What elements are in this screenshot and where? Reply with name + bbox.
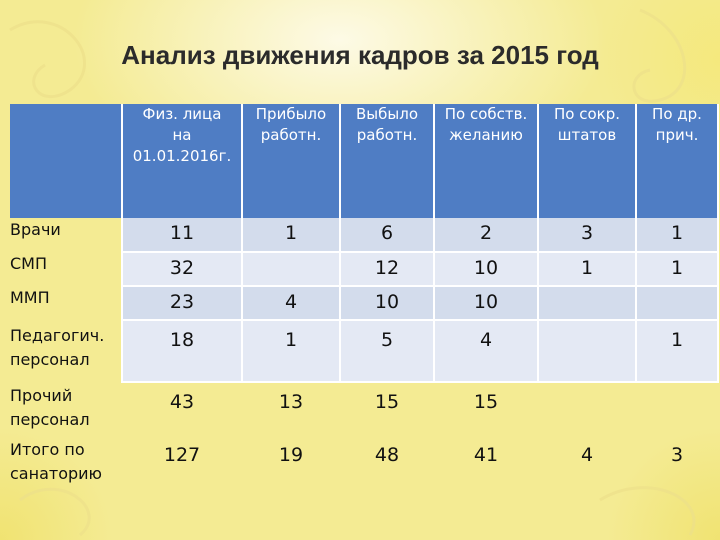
header-line: Физ. лица <box>142 105 222 123</box>
row-label-line: Педагогич. <box>10 326 105 345</box>
table-cell: 10 <box>433 252 539 287</box>
row-label-line: персонал <box>10 410 90 429</box>
table-row: Итого по санаторию 127 19 48 41 4 3 <box>10 438 718 496</box>
header-left: Выбыло работн. <box>339 104 435 218</box>
header-corner-cell <box>10 104 123 218</box>
table-cell: 2 <box>433 218 539 253</box>
table-cell: 127 <box>163 444 201 466</box>
table-cell: 1 <box>635 252 719 287</box>
table-cell: 3 <box>537 218 637 253</box>
header-line: По сокр. <box>554 105 620 123</box>
header-line: По собств. <box>444 105 528 123</box>
table-cell <box>537 320 637 383</box>
header-line: на <box>172 126 192 144</box>
header-line: 01.01.2016г. <box>132 147 232 165</box>
table-cell: 10 <box>433 286 539 321</box>
table-row: СМП 32 12 10 1 1 <box>10 252 719 287</box>
table-cell: 5 <box>339 320 435 383</box>
table-row: ММП 23 4 10 10 <box>10 286 719 321</box>
header-line: работн. <box>356 126 418 144</box>
table-cell: 1 <box>635 218 719 253</box>
table-cell: 19 <box>278 444 304 466</box>
row-label-line: санаторию <box>10 464 102 483</box>
row-label-line: Итого по <box>10 440 85 459</box>
header-line: Выбыло <box>356 105 418 123</box>
table-cell: 6 <box>339 218 435 253</box>
table-cell <box>538 382 636 438</box>
table-cell <box>635 286 719 321</box>
table-cell: 1 <box>241 218 341 253</box>
table-cell: 10 <box>339 286 435 321</box>
header-arrived: Прибыло работн. <box>241 104 341 218</box>
header-line: Прибыло <box>255 105 327 123</box>
table-cell: 15 <box>374 391 400 413</box>
header-line: желанию <box>449 126 523 144</box>
table-cell <box>636 382 718 438</box>
page-title: Анализ движения кадров за 2015 год <box>121 40 599 70</box>
row-label: ММП <box>10 286 122 320</box>
table-cell: 15 <box>473 391 499 413</box>
table-cell: 4 <box>433 320 539 383</box>
table-row: Прочий персонал 43 13 15 15 <box>10 382 718 438</box>
row-label-line: СМП <box>10 254 48 273</box>
staff-movement-table: Физ. лица на 01.01.2016г. Прибыло работн… <box>10 104 719 496</box>
table-cell: 1 <box>241 320 341 383</box>
header-line: прич. <box>655 126 699 144</box>
table-cell: 12 <box>339 252 435 287</box>
header-individuals: Физ. лица на 01.01.2016г. <box>121 104 243 218</box>
row-label-line: Прочий <box>10 386 73 405</box>
header-own-will: По собств. желанию <box>433 104 539 218</box>
table-header-row: Физ. лица на 01.01.2016г. Прибыло работн… <box>10 104 719 218</box>
table-cell: 11 <box>121 218 243 253</box>
header-line: По др. <box>652 105 702 123</box>
row-label: Врачи <box>10 218 122 252</box>
row-label: Итого по санаторию <box>10 438 122 496</box>
header-other-reasons: По др. прич. <box>635 104 719 218</box>
row-label-line: Врачи <box>10 220 61 239</box>
table-cell: 13 <box>278 391 304 413</box>
table-cell: 3 <box>670 444 684 466</box>
table-cell: 43 <box>169 391 195 413</box>
row-label-line: ММП <box>10 288 50 307</box>
table-cell: 18 <box>121 320 243 383</box>
table-cell: 41 <box>473 444 499 466</box>
table-cell: 1 <box>537 252 637 287</box>
table-cell: 4 <box>241 286 341 321</box>
table-cell <box>537 286 637 321</box>
table-cell: 32 <box>121 252 243 287</box>
table-cell: 23 <box>121 286 243 321</box>
row-label: Педагогич. персонал <box>10 320 122 382</box>
row-label-line: персонал <box>10 350 90 369</box>
table-cell: 4 <box>580 444 594 466</box>
row-label: СМП <box>10 252 122 286</box>
header-line: работн. <box>260 126 322 144</box>
row-label: Прочий персонал <box>10 382 122 438</box>
table-row: Врачи 11 1 6 2 3 1 <box>10 218 719 253</box>
table-cell: 1 <box>635 320 719 383</box>
header-line: штатов <box>557 126 617 144</box>
table-cell <box>241 252 341 287</box>
table-cell: 48 <box>374 444 400 466</box>
header-staff-reduction: По сокр. штатов <box>537 104 637 218</box>
table-row: Педагогич. персонал 18 1 5 4 1 <box>10 320 719 383</box>
